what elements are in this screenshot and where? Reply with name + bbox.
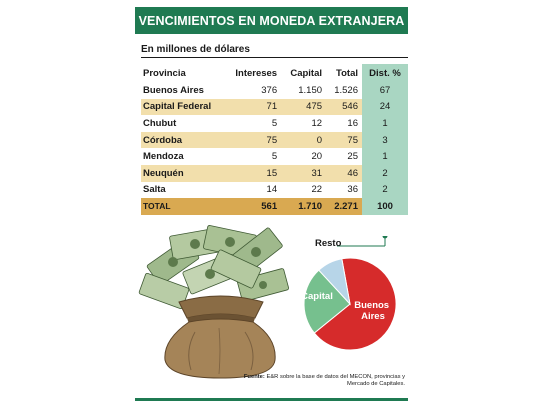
cell-intereses: 75 bbox=[224, 131, 282, 149]
pie-slice-resto bbox=[318, 258, 351, 306]
money-bag-icon bbox=[138, 225, 289, 379]
cell-total: 16 bbox=[347, 117, 358, 129]
infographic: VENCIMIENTOS EN MONEDA EXTRANJERA En mil… bbox=[135, 0, 408, 405]
cell-capital: 0 bbox=[281, 131, 327, 149]
cell-dist: 2 bbox=[362, 164, 408, 182]
cell-dist: 1 bbox=[362, 148, 408, 165]
slice-label-line: Aires bbox=[361, 311, 385, 322]
cell-dist: 67 bbox=[362, 82, 408, 99]
cell-total: 75 bbox=[326, 131, 362, 149]
slice-label-buenos-aires: Buenos Aires bbox=[354, 300, 391, 322]
table-row: Neuquén 15 31 46 2 bbox=[141, 164, 408, 182]
col-header-dist: Dist. % bbox=[362, 64, 408, 82]
cell-dist: 1 bbox=[362, 115, 408, 132]
title-bar: VENCIMIENTOS EN MONEDA EXTRANJERA bbox=[135, 7, 408, 34]
total-dist: 100 bbox=[362, 198, 408, 215]
table-row: Mendoza 5 20 25 1 bbox=[141, 148, 408, 165]
divider-top bbox=[141, 57, 408, 58]
table-total-row: TOTAL 561 1.710 2.271 100 bbox=[141, 198, 408, 215]
cell-dist: 2 bbox=[362, 181, 408, 199]
cell-total: 36 bbox=[347, 184, 358, 196]
cell-capital: 22 bbox=[311, 184, 323, 196]
callout-dot bbox=[382, 236, 388, 239]
table-row: Buenos Aires 376 1.150 1.526 67 bbox=[141, 82, 408, 99]
distribution-pie-chart: Resto Capital Buenos Aires bbox=[301, 236, 397, 351]
cell-capital: 20 bbox=[311, 151, 323, 163]
source-label: Fuente: bbox=[243, 374, 265, 380]
cell-intereses: 5 bbox=[271, 151, 278, 163]
col-header-intereses: Intereses bbox=[235, 67, 278, 79]
col-header-total: Total bbox=[336, 67, 358, 79]
cell-dist: 24 bbox=[362, 98, 408, 116]
cell-total: 546 bbox=[326, 98, 362, 116]
table-header-row: Provincia Intereses Capital Total Dist. … bbox=[141, 64, 408, 82]
source-note: Fuente: E&R sobre la base de datos del M… bbox=[225, 374, 405, 388]
cell-provincia: Mendoza bbox=[143, 151, 184, 163]
cell-intereses: 5 bbox=[271, 117, 278, 129]
slice-label-resto: Resto bbox=[315, 238, 342, 249]
total-label: TOTAL bbox=[141, 198, 225, 215]
cell-total: 1.526 bbox=[334, 84, 358, 96]
cell-provincia: Córdoba bbox=[141, 131, 225, 149]
pie-slice-buenos-aires bbox=[313, 257, 397, 351]
cell-capital: 475 bbox=[281, 98, 327, 116]
table-row: Córdoba 75 0 75 3 bbox=[141, 131, 408, 149]
cell-capital: 1.150 bbox=[298, 84, 323, 96]
table-row: Chubut 5 12 16 1 bbox=[141, 115, 408, 132]
cell-intereses: 71 bbox=[224, 98, 282, 116]
page-title: VENCIMIENTOS EN MONEDA EXTRANJERA bbox=[138, 13, 405, 28]
bottom-bar bbox=[135, 398, 408, 401]
col-header-capital: Capital bbox=[290, 67, 323, 79]
total-capital: 1.710 bbox=[281, 198, 327, 215]
cell-intereses: 376 bbox=[261, 84, 278, 96]
cell-capital: 31 bbox=[281, 164, 327, 182]
slice-label-capital: Capital bbox=[301, 291, 333, 302]
total-total: 2.271 bbox=[326, 198, 362, 215]
table-row: Salta 14 22 36 2 bbox=[141, 181, 408, 199]
cell-intereses: 15 bbox=[224, 164, 282, 182]
maturities-table: Provincia Intereses Capital Total Dist. … bbox=[141, 64, 408, 215]
cell-provincia: Neuquén bbox=[141, 164, 225, 182]
cell-dist: 3 bbox=[362, 131, 408, 149]
cell-capital: 12 bbox=[311, 117, 323, 129]
col-header-provincia: Provincia bbox=[143, 67, 186, 79]
cell-total: 25 bbox=[347, 151, 358, 163]
units-subtitle: En millones de dólares bbox=[141, 44, 250, 55]
cell-provincia: Capital Federal bbox=[141, 98, 225, 116]
slice-label-line: Buenos bbox=[354, 300, 389, 311]
table-row: Capital Federal 71 475 546 24 bbox=[141, 98, 408, 116]
pie-slice-capital bbox=[303, 269, 351, 334]
total-intereses: 561 bbox=[224, 198, 282, 215]
cell-total: 46 bbox=[326, 164, 362, 182]
source-text: E&R sobre la base de datos del MECON, pr… bbox=[266, 374, 405, 387]
cell-intereses: 14 bbox=[266, 184, 278, 196]
cell-provincia: Chubut bbox=[143, 117, 177, 129]
cell-provincia: Buenos Aires bbox=[143, 84, 204, 96]
cell-provincia: Salta bbox=[143, 184, 166, 196]
